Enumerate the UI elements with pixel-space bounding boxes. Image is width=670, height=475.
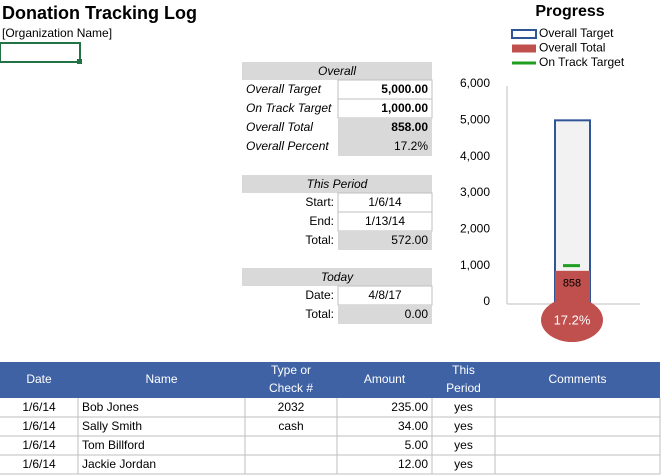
bar-value-label: 858: [563, 278, 581, 290]
row-value: 1,000.00: [381, 101, 428, 115]
bulb: [541, 298, 603, 342]
table-cell[interactable]: yes: [454, 457, 473, 471]
legend-label: Overall Target: [539, 26, 614, 40]
table-cell[interactable]: Jackie Jordan: [82, 457, 156, 471]
value-cell: [338, 137, 432, 156]
table-cell[interactable]: yes: [454, 419, 473, 433]
bulb-label: 17.2%: [554, 312, 591, 327]
table-cell[interactable]: 1/6/14: [22, 438, 56, 452]
table-cell[interactable]: 235.00: [391, 400, 428, 414]
row-label: On Track Target: [246, 101, 332, 115]
box-heading-cell: [242, 62, 432, 80]
row-value: 1/13/14: [365, 214, 405, 228]
table-cell[interactable]: 5.00: [405, 438, 429, 452]
y-tick-label: 3,000: [460, 185, 490, 199]
table-cell[interactable]: Tom Billford: [82, 438, 145, 452]
legend-swatch: [512, 44, 536, 53]
row-label: Date:: [305, 288, 334, 302]
y-tick-label: 6,000: [460, 76, 490, 90]
table-cell[interactable]: 1/6/14: [22, 419, 56, 433]
table-cell[interactable]: Sally Smith: [82, 419, 142, 433]
value-cell: [338, 231, 432, 250]
column-header[interactable]: Period: [446, 381, 481, 395]
column-header[interactable]: Date: [26, 372, 52, 386]
column-header[interactable]: Check #: [269, 381, 313, 395]
value-cell: [338, 118, 432, 137]
chart-title: Progress: [535, 3, 604, 20]
legend-label: On Track Target: [539, 55, 625, 69]
row-value: 4/8/17: [368, 288, 402, 302]
row-label: Start:: [305, 195, 334, 209]
value-cell: [338, 305, 432, 324]
table-cell[interactable]: 1/6/14: [22, 457, 56, 471]
total-bar: [555, 270, 590, 302]
table-cell[interactable]: yes: [454, 400, 473, 414]
y-tick-label: 2,000: [460, 222, 490, 236]
y-tick-label: 1,000: [460, 258, 490, 272]
legend-label: Overall Total: [539, 41, 605, 55]
table-header: [0, 362, 660, 398]
table-cell[interactable]: 34.00: [398, 419, 428, 433]
row-label: End:: [309, 214, 334, 228]
box-heading-cell: [242, 268, 432, 286]
box-heading: Today: [321, 270, 354, 284]
row-label: Total:: [305, 307, 334, 321]
fill-handle[interactable]: [77, 59, 82, 64]
row-value: 0.00: [405, 307, 429, 321]
column-header[interactable]: This: [452, 363, 475, 377]
row-label: Overall Total: [246, 120, 313, 134]
y-tick-label: 5,000: [460, 113, 490, 127]
organization-name[interactable]: [Organization Name]: [2, 26, 112, 40]
table-cell[interactable]: cash: [278, 419, 303, 433]
row-value: 1/6/14: [368, 195, 402, 209]
box-heading: This Period: [307, 177, 368, 191]
row-value: 572.00: [391, 233, 428, 247]
table-cell[interactable]: 12.00: [398, 457, 428, 471]
row-value: 5,000.00: [381, 82, 428, 96]
table-cell[interactable]: yes: [454, 438, 473, 452]
table-cell[interactable]: Bob Jones: [82, 400, 139, 414]
box-heading: Overall: [318, 64, 356, 78]
row-label: Total:: [305, 233, 334, 247]
table-cell[interactable]: 1/6/14: [22, 400, 56, 414]
table-cell[interactable]: 2032: [278, 400, 305, 414]
column-header[interactable]: Comments: [548, 372, 606, 386]
legend-swatch: [511, 29, 537, 39]
row-label: Overall Percent: [246, 139, 329, 153]
row-label: Overall Target: [246, 82, 322, 96]
y-tick-label: 0: [483, 294, 490, 308]
column-header[interactable]: Type or: [271, 363, 311, 377]
column-header[interactable]: Name: [145, 372, 177, 386]
row-value: 17.2%: [394, 139, 428, 153]
column-header[interactable]: Amount: [364, 372, 406, 386]
y-tick-label: 4,000: [460, 149, 490, 163]
selected-cell[interactable]: [0, 42, 81, 63]
page-title: Donation Tracking Log: [2, 3, 197, 23]
row-value: 858.00: [391, 120, 428, 134]
box-heading-cell: [242, 175, 432, 193]
